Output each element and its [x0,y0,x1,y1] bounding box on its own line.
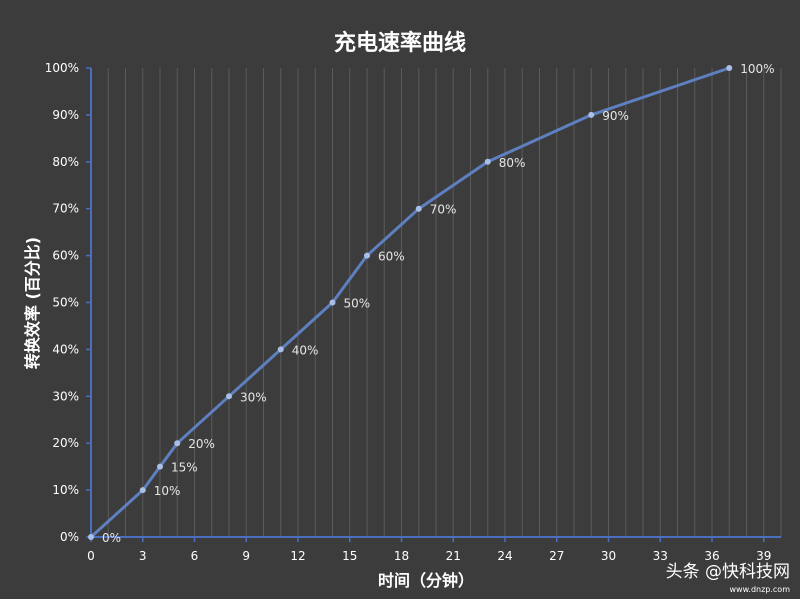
data-label: 15% [171,461,198,475]
data-label: 50% [344,297,371,311]
y-tick-label: 10% [52,483,79,497]
data-point [226,393,232,400]
data-label: 20% [188,437,215,451]
x-tick-label: 27 [549,549,564,563]
x-tick-label: 39 [756,549,771,563]
data-point [277,346,284,353]
x-tick-label: 24 [497,549,512,563]
x-tick-label: 15 [342,549,357,563]
data-label: 40% [292,343,319,357]
x-tick-label: 12 [290,549,305,563]
x-tick-label: 30 [601,549,616,563]
x-axis-title: 时间（分钟） [378,571,474,590]
series-line [89,66,730,539]
data-label: 0% [102,531,121,545]
x-tick-label: 36 [704,549,719,563]
data-point [484,158,491,165]
x-tick-label: 0 [87,549,95,563]
data-point [726,65,733,71]
y-tick-label: 80% [52,155,79,169]
data-label: 60% [378,250,405,264]
x-tick-label: 3 [139,549,147,563]
y-tick-label: 60% [52,249,79,263]
y-tick-label: 50% [52,296,79,310]
data-point [174,440,181,447]
axes [86,67,781,542]
watermark-text: 头条 @快科技网 [666,562,790,582]
y-tick-label: 90% [52,108,79,122]
x-tick-label: 33 [653,549,668,563]
series-path [89,66,730,539]
y-tick-label: 0% [60,530,79,544]
y-tick-label: 40% [52,342,79,356]
data-point [157,463,163,470]
y-tick-label: 100% [45,61,79,75]
data-label: 70% [430,203,457,217]
data-labels: 0% 10% 15% 20% 30% 40% 50% 60% 70% 80% 90% 100% [102,62,775,545]
data-point [415,205,422,212]
watermark-url: www.dnzp.com [730,585,791,594]
data-label: 30% [240,390,267,404]
y-tick-label: 20% [52,436,79,450]
y-tick-labels: 0% 10% 20% 30% 40% 50% 60% 70% 80% 90% 100% [45,61,79,544]
data-points [88,65,733,540]
data-label: 100% [740,62,774,76]
x-tick-label: 18 [394,549,409,563]
grid-lines [107,68,782,537]
chart-title: 充电速率曲线 [334,30,466,56]
data-point [88,534,94,540]
x-tick-labels: 0 3 6 9 12 15 18 21 24 27 30 33 36 39 [87,549,771,563]
x-tick-label: 9 [242,549,250,563]
x-tick-label: 21 [446,549,461,563]
data-point [139,487,146,494]
data-point [588,111,595,118]
y-tick-label: 30% [52,389,79,403]
x-tick-label: 6 [191,549,199,563]
y-axis-title: 转换效率 (百分比) [23,237,42,369]
data-label: 80% [499,156,526,170]
data-point [329,299,336,306]
data-label: 10% [154,484,181,498]
y-tick-label: 70% [52,202,79,216]
data-label: 90% [602,109,629,123]
data-point [364,252,370,259]
